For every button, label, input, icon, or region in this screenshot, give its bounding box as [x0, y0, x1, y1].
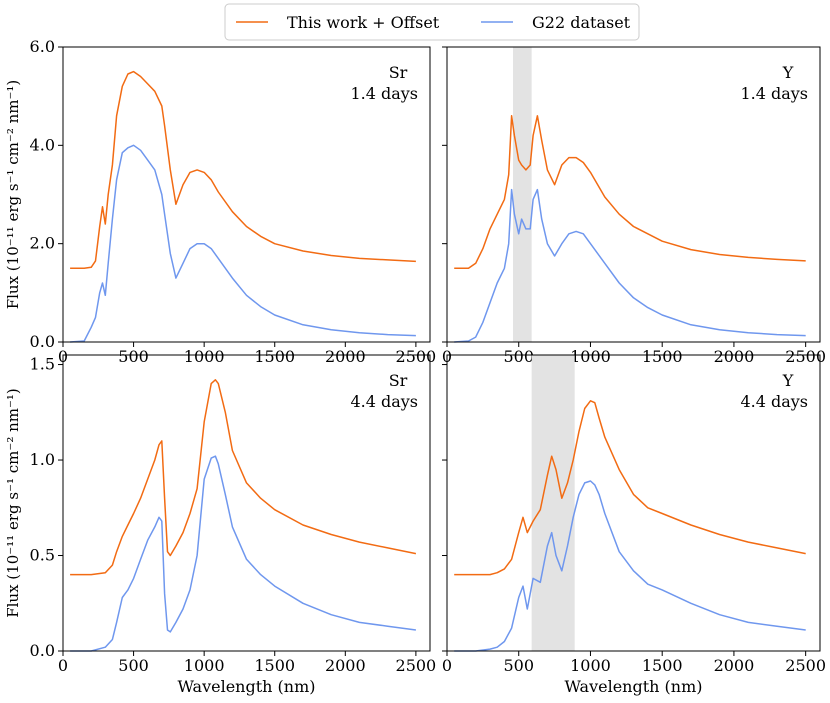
x-tick-label: 1500 — [254, 347, 295, 366]
series-line-g22 — [454, 188, 806, 343]
y-tick-label: 4.0 — [30, 135, 55, 154]
x-tick-label: 500 — [503, 347, 534, 366]
y-tick-label: 2.0 — [30, 234, 55, 253]
x-tick-label: 500 — [118, 347, 149, 366]
x-tick-label: 500 — [118, 656, 149, 675]
shaded-band — [512, 47, 532, 342]
x-tick-label: 2000 — [714, 656, 755, 675]
series-line-this_work — [454, 115, 806, 270]
x-tick-label: 1000 — [184, 656, 225, 675]
axes-frame — [446, 354, 821, 652]
x-tick-label: 2000 — [325, 347, 366, 366]
series-line-this_work — [454, 400, 806, 576]
series-line-g22 — [70, 455, 417, 652]
x-tick-label: 2500 — [785, 347, 826, 366]
panel-epoch-label: 4.4 days — [740, 392, 808, 411]
panel-sr-4.4: 0 500 1000 1500 2000 2500 0.0 0.5 1.0 1.5 Waveleng… — [4, 354, 437, 696]
x-tick-label: 1000 — [570, 347, 611, 366]
y-tick-label: 0.0 — [30, 332, 55, 351]
x-axis-label: Wavelength (nm) — [177, 677, 315, 696]
panel-element-label: Y — [782, 371, 794, 390]
legend-label-this-work: This work + Offset — [287, 13, 440, 32]
x-tick-label: 500 — [503, 656, 534, 675]
panel-element-label: Sr — [389, 63, 408, 82]
axes-frame — [446, 46, 821, 343]
y-tick-label: 0.0 — [30, 641, 55, 660]
shaded-band — [531, 355, 575, 651]
x-tick-label: 2500 — [785, 656, 826, 675]
panel-epoch-label: 1.4 days — [350, 84, 418, 103]
x-tick-label: 2500 — [396, 656, 437, 675]
x-tick-label: 0 — [58, 656, 68, 675]
series-line-this_work — [70, 70, 416, 270]
panel-element-label: Sr — [389, 371, 408, 390]
legend-frame — [224, 3, 640, 41]
y-tick-label: 1.0 — [30, 450, 55, 469]
panel-epoch-label: 4.4 days — [350, 392, 418, 411]
axes-frame — [62, 46, 431, 343]
x-tick-label: 2000 — [714, 347, 755, 366]
axes-frame — [62, 354, 431, 652]
x-tick-label: 2500 — [396, 347, 437, 366]
x-tick-label: 1500 — [642, 656, 683, 675]
panel-epoch-label: 1.4 days — [740, 84, 808, 103]
series-line-g22 — [454, 480, 806, 652]
panel-element-label: Y — [782, 63, 794, 82]
y-axis-label: Flux (10⁻¹¹ erg s⁻¹ cm⁻² nm⁻¹) — [4, 80, 22, 310]
x-tick-label: 2000 — [325, 656, 366, 675]
y-axis-label: Flux (10⁻¹¹ erg s⁻¹ cm⁻² nm⁻¹) — [4, 388, 22, 618]
y-tick-label: 0.5 — [30, 546, 55, 565]
y-tick-label: 6.0 — [30, 37, 55, 56]
series-line-g22 — [70, 144, 416, 343]
x-tick-label: 1000 — [184, 347, 225, 366]
x-tick-label: 1000 — [570, 656, 611, 675]
legend-label-g22: G22 dataset — [532, 13, 631, 32]
series-line-this_work — [70, 379, 417, 576]
x-tick-label: 1500 — [254, 656, 295, 675]
x-tick-label: 0 — [442, 656, 452, 675]
x-axis-label: Wavelength (nm) — [564, 677, 702, 696]
panels: 0 500 1000 1500 2000 2500 0.0 2.0 4.0 6.0 Flux (10… — [4, 37, 826, 696]
x-tick-label: 1500 — [642, 347, 683, 366]
y-tick-label: 1.5 — [30, 355, 55, 374]
panel-y-4.4: 0 500 1000 1500 2000 2500 Wavelength (nm) Y 4.4 … — [442, 354, 826, 696]
legend: This work + Offset G22 dataset — [224, 3, 640, 41]
